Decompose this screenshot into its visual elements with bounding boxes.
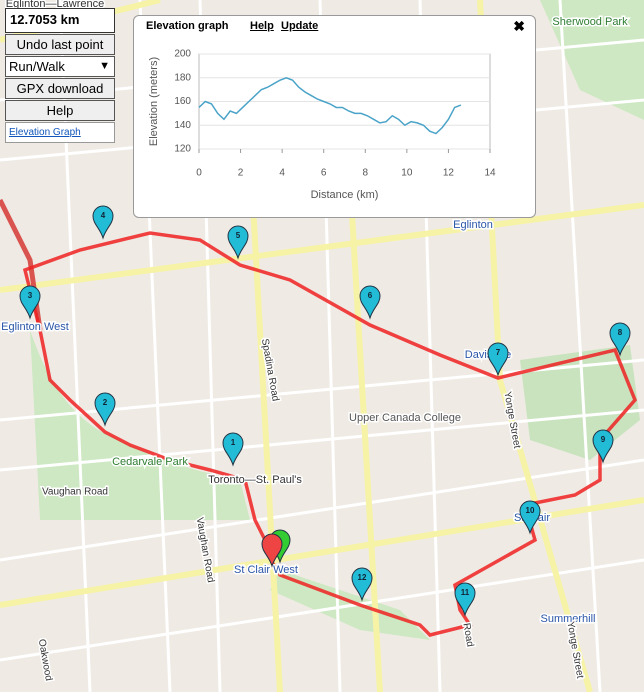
distance: 12.7053 km xyxy=(5,8,115,33)
route-marker xyxy=(609,322,631,357)
map-label: Eglinton West xyxy=(1,321,69,333)
elevation-link[interactable]: Elevation Graph xyxy=(5,122,115,143)
y-tick-label: 200 xyxy=(174,49,191,60)
cemetery xyxy=(520,345,640,460)
route xyxy=(22,231,638,637)
control-panel: 12.7053 km Undo last point Run/Walk ▼ GPX… xyxy=(5,8,115,143)
undo-button[interactable]: Undo last point xyxy=(5,34,115,55)
elevation-line xyxy=(198,76,462,135)
map-label: St Clair West xyxy=(234,564,298,576)
mode-value: Run/Walk xyxy=(9,59,65,74)
route-marker xyxy=(19,285,41,320)
map-label: Vaughan Road xyxy=(42,487,108,498)
route-marker xyxy=(222,432,244,467)
map-label: Summerhill xyxy=(540,613,595,625)
map-label: Eglinton—Lawrence xyxy=(6,0,104,10)
popup-update[interactable]: Update xyxy=(281,20,319,32)
route-marker xyxy=(227,225,249,260)
route-marker xyxy=(92,205,114,240)
y-tick-label: 120 xyxy=(174,144,191,155)
map-label: Sherwood Park xyxy=(552,16,628,28)
x-tick-label: 8 xyxy=(363,168,369,179)
marker-number: 10 xyxy=(526,506,535,515)
x-tick-label: 4 xyxy=(279,168,285,179)
popup-close[interactable]: ✖ xyxy=(513,18,525,34)
park xyxy=(30,330,250,520)
marker-number: 11 xyxy=(461,588,470,597)
map-label: Cedarvale Park xyxy=(112,456,188,468)
marker-number: 9 xyxy=(601,435,606,444)
y-tick-label: 140 xyxy=(174,120,191,131)
elevation-popup: Elevation graph Help Update ✖ 120 140 160 1… xyxy=(133,15,536,218)
mode-select[interactable]: Run/Walk ▼ xyxy=(5,56,115,77)
elevation-chart: 120 140 160 180 200 0 2 4 6 8 10 12 14 Distance (km) E… xyxy=(148,49,496,201)
x-tick-label: 0 xyxy=(196,168,202,179)
marker-number: 12 xyxy=(358,573,367,582)
dropdown-arrow: ▼ xyxy=(99,60,110,72)
x-tick-label: 10 xyxy=(401,168,413,179)
x-tick-label: 2 xyxy=(238,168,244,179)
marker-number: 7 xyxy=(496,348,501,357)
marker-number: 3 xyxy=(28,291,33,300)
x-axis-label: Distance (km) xyxy=(311,189,379,201)
route-marker xyxy=(519,500,541,535)
popup-title: Elevation graph xyxy=(146,20,229,32)
map-label: Upper Canada College xyxy=(349,412,461,424)
marker-number: 6 xyxy=(368,291,373,300)
x-tick-label: 6 xyxy=(321,168,327,179)
map-label: Toronto—St. Paul's xyxy=(208,474,302,486)
y-tick-label: 180 xyxy=(174,72,191,83)
route-marker xyxy=(454,582,476,617)
marker-number: 2 xyxy=(103,398,108,407)
x-tick-label: 14 xyxy=(484,168,496,179)
popup-help[interactable]: Help xyxy=(250,20,274,32)
y-tick-label: 160 xyxy=(174,96,191,107)
marker-number: 4 xyxy=(101,211,106,220)
route-marker xyxy=(487,342,509,377)
marker-number: 5 xyxy=(236,231,241,240)
route-marker xyxy=(94,392,116,427)
start-marker xyxy=(261,533,283,568)
rail xyxy=(0,198,43,331)
help-button[interactable]: Help xyxy=(5,100,115,121)
marker-number: 1 xyxy=(231,438,236,447)
map-label: Eglinton xyxy=(453,219,493,231)
route-marker xyxy=(359,285,381,320)
gpx-button[interactable]: GPX download xyxy=(5,78,115,99)
route-marker xyxy=(592,429,614,464)
marker-number: 8 xyxy=(618,328,623,337)
route-marker xyxy=(351,567,373,602)
y-axis-label: Elevation (meters) xyxy=(148,57,160,146)
x-tick-label: 12 xyxy=(443,168,455,179)
park xyxy=(540,0,644,120)
